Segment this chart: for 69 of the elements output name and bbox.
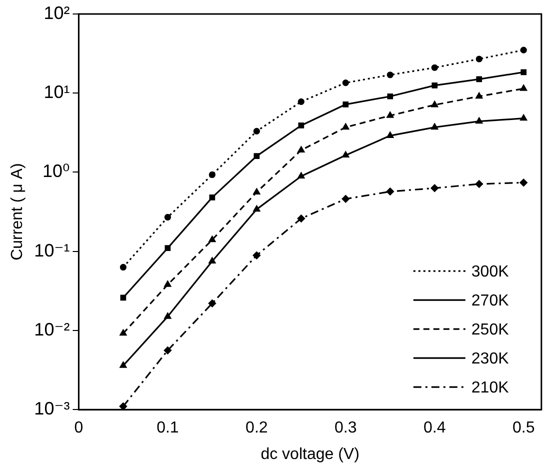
point xyxy=(120,362,127,368)
point xyxy=(432,82,438,88)
legend-label: 210K xyxy=(471,380,510,397)
point xyxy=(298,146,305,152)
point xyxy=(120,264,127,271)
point xyxy=(386,132,394,138)
point xyxy=(476,92,483,99)
point xyxy=(164,312,172,319)
point xyxy=(164,346,172,354)
point xyxy=(387,93,394,100)
y-tick-label: 10⁻² xyxy=(34,319,70,340)
legend-label: 250K xyxy=(471,322,510,339)
point xyxy=(476,118,483,124)
point xyxy=(208,300,216,308)
y-tick-label: 10⁻³ xyxy=(34,398,70,419)
point xyxy=(386,188,394,196)
point xyxy=(208,257,216,264)
x-tick-label: 0.1 xyxy=(156,420,179,437)
point xyxy=(342,123,350,130)
point xyxy=(430,184,438,192)
point xyxy=(298,98,304,105)
y-tick-label: 10⁻¹ xyxy=(34,240,70,260)
point xyxy=(164,214,171,221)
x-tick-label: 0 xyxy=(74,420,84,437)
y-tick-label: 10⁰ xyxy=(42,161,70,182)
point xyxy=(520,46,527,54)
y-tick-label: 10² xyxy=(44,2,70,23)
point xyxy=(342,195,350,203)
point xyxy=(298,172,305,179)
x-tick-label: 0.3 xyxy=(334,420,357,437)
legend-label: 300K xyxy=(471,264,510,281)
point xyxy=(520,84,528,91)
point xyxy=(164,245,171,252)
point xyxy=(431,123,438,130)
point xyxy=(253,128,260,135)
point xyxy=(520,114,528,121)
y-axis-title: Current ( μ A) xyxy=(9,163,26,260)
x-axis-title: dc voltage (V) xyxy=(260,446,360,463)
x-tick-label: 0.5 xyxy=(512,420,535,437)
x-tick-label: 0.2 xyxy=(246,420,268,437)
point xyxy=(120,294,126,301)
point xyxy=(476,76,482,82)
point xyxy=(254,153,260,160)
point xyxy=(297,214,305,222)
point xyxy=(520,69,527,76)
point xyxy=(520,178,528,186)
point xyxy=(431,64,438,71)
legend-label: 270K xyxy=(471,292,510,310)
point xyxy=(119,402,128,410)
point xyxy=(209,194,216,200)
y-tick-label: 10¹ xyxy=(44,82,70,102)
point xyxy=(475,180,483,188)
legend-label: 230K xyxy=(471,350,510,368)
point xyxy=(253,206,260,212)
point xyxy=(164,280,172,287)
point xyxy=(342,151,350,158)
point xyxy=(476,56,482,62)
point xyxy=(253,188,260,194)
x-tick-label: 0.4 xyxy=(424,420,446,437)
point xyxy=(342,101,349,108)
point xyxy=(431,101,438,108)
point xyxy=(252,252,260,260)
point xyxy=(120,330,127,336)
point xyxy=(208,236,216,242)
point xyxy=(386,72,394,78)
point xyxy=(342,80,349,86)
point xyxy=(386,112,394,118)
point xyxy=(208,171,216,178)
point xyxy=(298,122,304,128)
